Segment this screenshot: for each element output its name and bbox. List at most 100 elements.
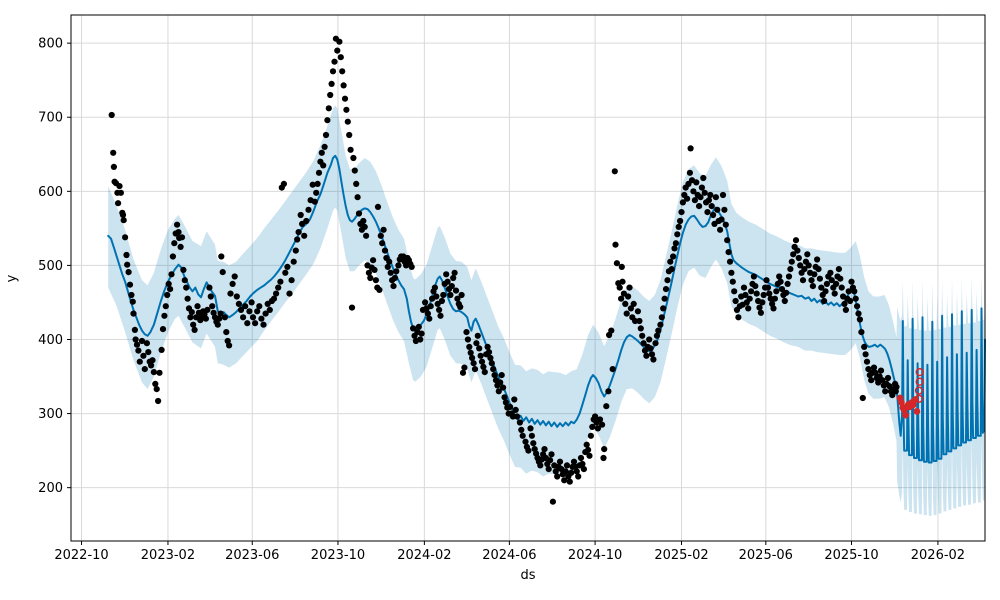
observed-point (350, 154, 357, 162)
observed-point (141, 366, 148, 373)
observed-point (254, 308, 261, 315)
observed-point (589, 423, 596, 430)
observed-point (440, 291, 447, 299)
anomaly-points (896, 367, 924, 419)
observed-point (594, 425, 602, 432)
anomaly-point (909, 401, 917, 409)
observed-point (266, 306, 273, 313)
observed-point (707, 191, 714, 199)
observed-point (700, 174, 707, 182)
observed-point (244, 320, 251, 327)
observed-point (608, 327, 615, 334)
observed-point (145, 349, 152, 356)
observed-point (672, 240, 680, 247)
observed-point (217, 310, 224, 317)
observed-point (327, 91, 334, 99)
observed-point (175, 229, 182, 236)
observed-point (750, 273, 758, 280)
observed-point (788, 258, 795, 265)
observed-point (473, 340, 480, 347)
observed-point (592, 413, 599, 420)
observed-point (354, 194, 361, 201)
observed-point (450, 274, 457, 282)
x-tick-label: 2023-02 (141, 548, 195, 563)
observed-point (563, 462, 571, 469)
observed-point (318, 149, 325, 156)
observed-point (438, 297, 445, 305)
y-tick-label: 400 (38, 333, 63, 348)
observed-point (337, 54, 344, 61)
observed-point (605, 388, 612, 395)
observed-point (124, 261, 131, 268)
observed-point (471, 366, 479, 373)
observed-point (150, 369, 157, 376)
observed-point (549, 498, 557, 505)
y-axis: 200 300 400 500 600 700 800 (38, 37, 71, 496)
observed-point (660, 305, 667, 312)
observed-point (301, 232, 308, 239)
observed-point (209, 303, 216, 310)
observed-point (336, 38, 343, 45)
observed-point (457, 303, 464, 310)
observed-point (115, 200, 122, 207)
observed-point (851, 288, 858, 295)
observed-point (246, 308, 253, 315)
observed-point (158, 346, 165, 353)
y-tick-label: 800 (38, 37, 63, 52)
observed-point (422, 299, 429, 306)
observed-point (848, 278, 855, 285)
observed-point (522, 438, 529, 445)
observed-point (675, 223, 682, 230)
observed-point (487, 354, 494, 362)
observed-point (140, 352, 147, 359)
observed-point (732, 297, 739, 305)
observed-point (742, 291, 749, 299)
observed-point (418, 330, 425, 337)
observed-point (275, 284, 282, 291)
observed-point (746, 295, 753, 302)
observed-point (704, 209, 711, 216)
observed-point (467, 349, 474, 356)
observed-point (240, 314, 247, 321)
observed-point (328, 80, 335, 87)
observed-point (852, 295, 859, 302)
observed-point (288, 277, 295, 284)
observed-point (748, 288, 755, 295)
observed-point (315, 169, 323, 176)
observed-point (760, 291, 767, 299)
observed-point (295, 229, 302, 236)
observed-point (548, 451, 555, 458)
observed-point (710, 211, 717, 219)
observed-point (153, 386, 160, 393)
observed-point (231, 273, 238, 280)
observed-point (627, 305, 635, 312)
anomaly-point (898, 399, 905, 406)
observed-point (466, 343, 473, 350)
observed-point (476, 345, 483, 352)
observed-point (393, 268, 400, 275)
observed-point (178, 234, 186, 241)
observed-point (391, 274, 398, 282)
observed-point (355, 210, 363, 217)
observed-point (662, 286, 670, 293)
observed-point (528, 432, 536, 439)
observed-point (756, 304, 763, 311)
observed-point (138, 337, 146, 345)
observed-point (480, 363, 487, 370)
observed-point (454, 295, 461, 302)
observed-point (167, 286, 174, 293)
observed-point (842, 306, 850, 313)
x-tick-label: 2023-10 (311, 548, 365, 563)
observed-point (658, 314, 665, 321)
observed-point (120, 217, 127, 224)
observed-point (637, 325, 644, 332)
observed-point (123, 251, 130, 259)
observed-point (763, 277, 770, 284)
observed-point (311, 198, 318, 205)
observed-point (290, 258, 297, 265)
observed-point (698, 184, 706, 191)
observed-point (611, 168, 618, 175)
observed-point (686, 169, 694, 176)
observed-point (128, 291, 135, 299)
x-tick-label: 2024-10 (568, 548, 622, 563)
